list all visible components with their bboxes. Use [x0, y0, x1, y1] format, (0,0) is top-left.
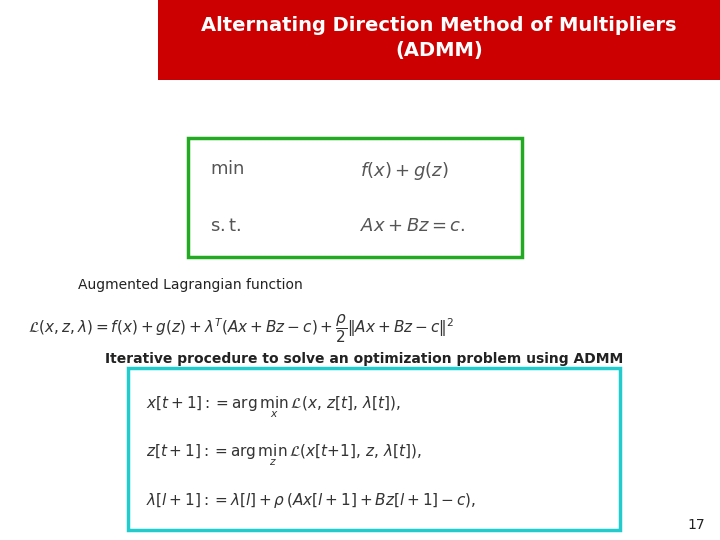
Text: $\mathrm{s.t.}$: $\mathrm{s.t.}$	[210, 217, 241, 235]
Text: UNIVERSITY of: UNIVERSITY of	[4, 5, 58, 15]
Text: Alternating Direction Method of Multipliers
(ADMM): Alternating Direction Method of Multipli…	[202, 16, 677, 60]
Text: YOU ARE THE PRIDE: YOU ARE THE PRIDE	[4, 48, 63, 53]
Bar	[158, 0, 720, 80]
FancyBboxPatch shape	[188, 138, 522, 257]
Text: Augmented Lagrangian function: Augmented Lagrangian function	[78, 278, 302, 292]
Text: $\lambda[l+1] := \lambda[l]+\rho\,(Ax[l+1]+Bz[l+1]-c),$: $\lambda[l+1] := \lambda[l]+\rho\,(Ax[l+…	[146, 491, 476, 510]
Text: Department of Electrical and
Computer Engineering: Department of Electrical and Computer En…	[4, 53, 84, 65]
Text: Iterative procedure to solve an optimization problem using ADMM: Iterative procedure to solve an optimiza…	[105, 352, 624, 366]
Text: $Ax + Bz = c.$: $Ax + Bz = c.$	[360, 217, 466, 235]
Text: $\mathcal{L}(x,z,\lambda) = f(x)+g(z)+\lambda^T(Ax+Bz-c)+\dfrac{\rho}{2}\|Ax+Bz-: $\mathcal{L}(x,z,\lambda) = f(x)+g(z)+\l…	[28, 312, 454, 345]
Text: 17: 17	[688, 518, 705, 532]
Text: $f(x) + g(z)$: $f(x) + g(z)$	[360, 160, 449, 182]
Text: $x[t+1] := \arg\min_{x}\,\mathcal{L}(x,\,z[t],\,\lambda[t]),$: $x[t+1] := \arg\min_{x}\,\mathcal{L}(x,\…	[146, 395, 401, 420]
Text: HOUSTON: HOUSTON	[4, 25, 104, 44]
FancyBboxPatch shape	[128, 368, 620, 530]
Text: $\min$: $\min$	[210, 160, 244, 178]
Text: $z[t+1] := \arg\min_{z}\,\mathcal{L}(x[t+1],\,z,\,\lambda[t]),$: $z[t+1] := \arg\min_{z}\,\mathcal{L}(x[t…	[146, 443, 422, 468]
